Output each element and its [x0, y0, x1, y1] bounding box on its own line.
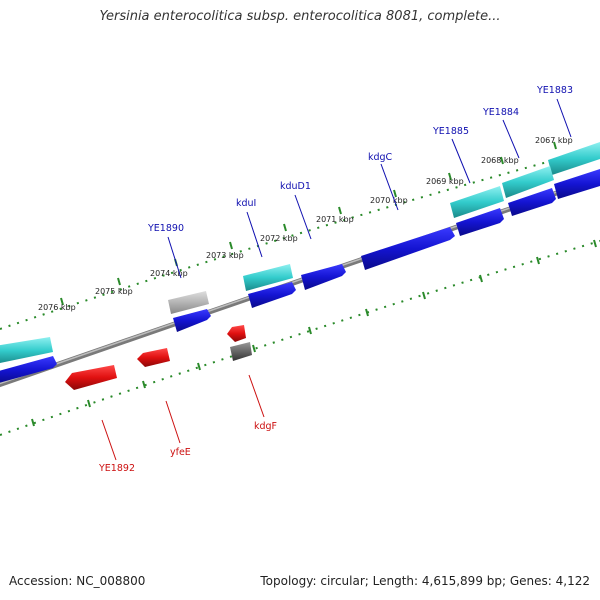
cds-feature: [508, 188, 556, 216]
cds-feature: [137, 348, 170, 367]
gene-label-ye1884[interactable]: YE1884: [482, 107, 519, 118]
scale-label: 2072 kbp: [260, 234, 298, 243]
scale-label: 2073 kbp: [206, 251, 244, 260]
page-title: Yersinia enterocolitica subsp. enterocol…: [99, 9, 501, 24]
forward-gene-features: [0, 142, 600, 363]
cds-feature: [361, 227, 455, 270]
gene-feature: [0, 337, 53, 363]
scale-label: 2071 kbp: [316, 215, 354, 224]
cds-feature: [65, 365, 117, 390]
forward-tick-ring: [0, 146, 600, 330]
topology-text: Topology: circular; Length: 4,615,899 bp…: [260, 574, 590, 588]
cds-feature: [173, 309, 211, 332]
gene-feature: [450, 186, 504, 218]
forward-cds-features: [0, 169, 600, 383]
cds-feature: [301, 264, 346, 290]
forward-gene-labels: YE1883 YE1884 YE1885 kdgC kduD1 kduI YE1…: [147, 85, 573, 234]
gene-feature: [502, 166, 554, 198]
accession-text: Accession: NC_008800: [9, 574, 146, 588]
gene-label-ye1883[interactable]: YE1883: [536, 85, 573, 96]
scale-label: 2068 kbp: [481, 156, 519, 165]
cds-feature: [248, 282, 296, 308]
scale-label: 2076 kbp: [38, 303, 76, 312]
scale-label: 2069 kbp: [426, 177, 464, 186]
gene-label-ye1890[interactable]: YE1890: [147, 223, 184, 234]
scale-label: 2075 kbp: [95, 287, 133, 296]
scale-label: 2070 kbp: [370, 196, 408, 205]
gene-label-kdgf[interactable]: kdgF: [254, 421, 277, 432]
cds-feature: [227, 325, 246, 342]
cds-feature: [554, 169, 600, 199]
gene-label-kdgc[interactable]: kdgC: [368, 152, 393, 163]
gene-feature: [230, 342, 252, 361]
gene-label-kdui[interactable]: kduI: [236, 198, 256, 209]
cds-feature: [0, 356, 57, 383]
forward-label-lines: [167, 98, 572, 279]
gene-feature: [243, 264, 293, 291]
reverse-gene-labels: kdgF yfeE YE1892: [98, 421, 277, 474]
scale-label: 2074 kbp: [150, 269, 188, 278]
scale-labels: 2067 kbp 2068 kbp 2069 kbp 2070 kbp 2071…: [38, 136, 573, 312]
gene-label-kdud1[interactable]: kduD1: [280, 181, 311, 192]
reverse-label-lines: [101, 374, 265, 461]
gene-feature: [168, 291, 209, 314]
cds-feature: [456, 208, 504, 236]
reverse-tick-ring: [0, 239, 600, 436]
gene-label-yfee[interactable]: yfeE: [170, 447, 191, 458]
reverse-cds-features: [65, 325, 246, 390]
scale-label: 2067 kbp: [535, 136, 573, 145]
reverse-gene-features: [230, 342, 252, 361]
reverse-major-ticks: [31, 239, 597, 427]
gene-label-ye1892[interactable]: YE1892: [98, 463, 135, 474]
gene-feature: [548, 142, 600, 175]
gene-label-ye1885[interactable]: YE1885: [432, 126, 469, 137]
